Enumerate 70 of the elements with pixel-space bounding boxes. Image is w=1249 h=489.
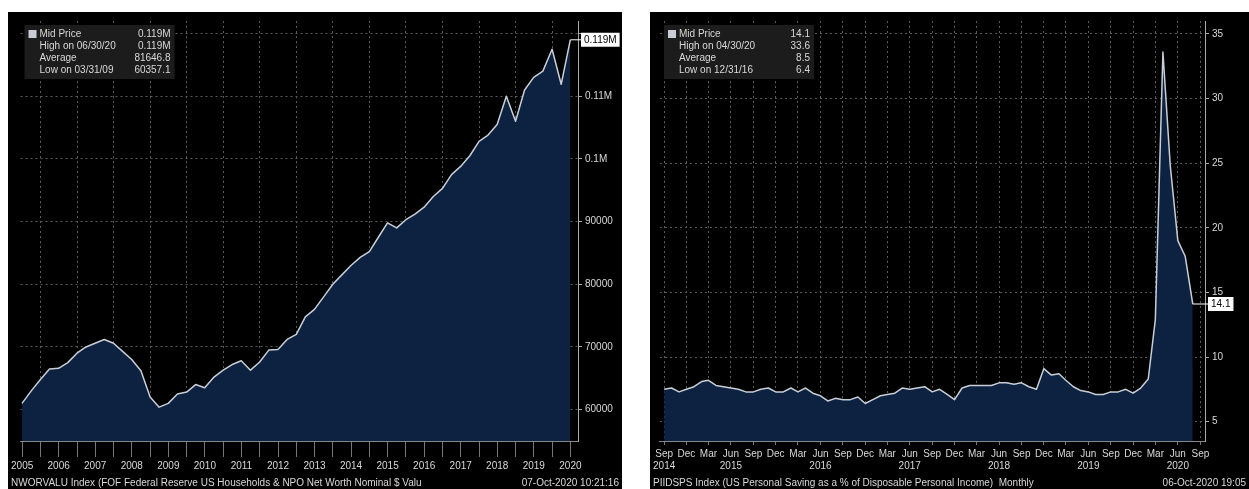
legend-label: Mid Price bbox=[39, 27, 82, 39]
x-tick-label: Sep bbox=[1012, 447, 1031, 459]
x-tick-label: 2014 bbox=[339, 459, 363, 471]
x-tick-label: 2006 bbox=[47, 459, 71, 471]
x-tick-label: Dec bbox=[945, 447, 964, 459]
y-tick-label: 80000 bbox=[585, 278, 614, 290]
text: 06-Oct-2020 19:05 bbox=[1162, 477, 1247, 488]
y-tick-label: 0.11M bbox=[585, 89, 613, 101]
text: 0.119M bbox=[137, 27, 171, 39]
x-tick-label: 2009 bbox=[157, 459, 180, 471]
legend-label: Mid Price bbox=[679, 27, 722, 39]
x-tick-label: 2019 bbox=[522, 459, 546, 471]
annotation: 14.1 bbox=[1211, 297, 1231, 309]
y-tick-label: 10 bbox=[1212, 350, 1224, 362]
x-tick-label: Dec bbox=[766, 447, 785, 459]
y-tick-label: 0.1M bbox=[585, 152, 608, 164]
x-tick-label: 2010 bbox=[193, 459, 217, 471]
x-tick-label: Sep bbox=[923, 447, 942, 459]
x-tick-label: 2015 bbox=[376, 459, 400, 471]
x-tick-label: 2007 bbox=[84, 459, 107, 471]
x-tick-label: 2005 bbox=[11, 459, 34, 471]
x-tick-label: Sep bbox=[834, 447, 853, 459]
x-tick-label: Sep bbox=[744, 447, 763, 459]
text: Low on 03/31/09 60357.1 bbox=[39, 63, 171, 75]
x-tick-label: Sep bbox=[1101, 447, 1121, 459]
x-tick-label: 2008 bbox=[120, 459, 144, 471]
text: 14.1 bbox=[790, 27, 810, 39]
x-tick-label: 2011 bbox=[230, 459, 253, 471]
text: High on 06/30/20 0.119M bbox=[39, 39, 171, 51]
y-tick-label: 30 bbox=[1212, 92, 1224, 104]
x-tick-label: Jun 2015 bbox=[719, 447, 743, 471]
x-tick-label: Sep 2014 bbox=[653, 447, 676, 471]
x-tick-label: 2017 bbox=[449, 459, 473, 471]
text: High on 04/30/20 33.6 bbox=[679, 39, 810, 51]
x-tick-label: Mar bbox=[1146, 447, 1165, 459]
x-tick-label: 2018 bbox=[486, 459, 509, 471]
x-tick-label: Dec bbox=[856, 447, 875, 459]
x-tick-label: Jun 2019 bbox=[1077, 447, 1100, 471]
x-tick-label: Jun 2018 bbox=[987, 447, 1011, 471]
annotation: 0.119M bbox=[584, 33, 617, 45]
x-tick-label: Dec bbox=[677, 447, 696, 459]
text: Average 8.5 bbox=[679, 51, 810, 63]
y-tick-label: 60000 bbox=[585, 403, 614, 415]
x-tick-label: 2012 bbox=[266, 459, 290, 471]
y-tick-label: 25 bbox=[1212, 156, 1224, 168]
x-tick-label: Dec bbox=[1034, 447, 1053, 459]
text: PIIDSPS Index (US Personal Saving as a % of Disposable Personal Income) Monthly bbox=[653, 477, 1034, 488]
y-tick-label: 5 bbox=[1212, 415, 1218, 427]
y-tick-label: 15 bbox=[1212, 286, 1224, 298]
y-tick-label: 90000 bbox=[585, 215, 614, 227]
text: Low on 12/31/16 6.4 bbox=[679, 63, 810, 75]
text: NWORVALU Index (FOF Federal Reserve US Households & NPO Net Worth Nominal $ Valu bbox=[11, 477, 422, 488]
text: 07-Oct-2020 10:21:16 bbox=[521, 477, 620, 488]
x-tick-label: Jun 2020 bbox=[1166, 447, 1190, 471]
x-tick-label: 2020 bbox=[559, 459, 582, 471]
y-tick-label: 20 bbox=[1212, 221, 1224, 233]
y-tick-label: 35 bbox=[1212, 27, 1224, 39]
x-tick-label: Dec bbox=[1124, 447, 1142, 459]
x-tick-label: Jun 2017 bbox=[898, 447, 922, 471]
x-tick-label: Mar bbox=[789, 447, 808, 459]
x-tick-label: 2013 bbox=[303, 459, 327, 471]
text: Average 81646.8 bbox=[39, 51, 171, 63]
x-tick-label: Mar bbox=[699, 447, 718, 459]
x-tick-label: 2016 bbox=[413, 459, 436, 471]
x-tick-label: Jun 2016 bbox=[809, 447, 833, 471]
x-tick-label: Mar bbox=[878, 447, 897, 459]
x-tick-label: Mar bbox=[1057, 447, 1076, 459]
y-tick-label: 70000 bbox=[585, 340, 614, 352]
x-tick-label: Sep bbox=[1191, 447, 1210, 459]
x-tick-label: Mar bbox=[967, 447, 986, 459]
